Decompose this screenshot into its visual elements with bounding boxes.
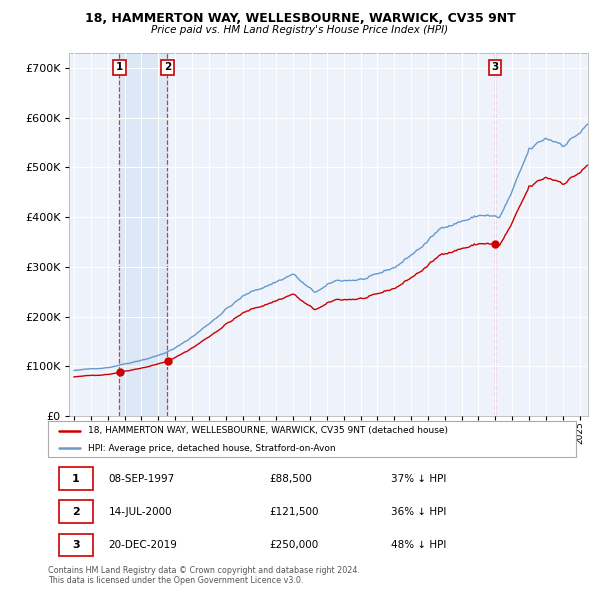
- FancyBboxPatch shape: [59, 467, 93, 490]
- Text: 2: 2: [72, 507, 80, 517]
- FancyBboxPatch shape: [48, 421, 576, 457]
- Text: £88,500: £88,500: [270, 474, 313, 484]
- Text: 36% ↓ HPI: 36% ↓ HPI: [391, 507, 446, 517]
- Text: 1: 1: [72, 474, 80, 484]
- Text: 37% ↓ HPI: 37% ↓ HPI: [391, 474, 446, 484]
- Bar: [119, 53, 167, 416]
- Text: This data is licensed under the Open Government Licence v3.0.: This data is licensed under the Open Gov…: [48, 576, 304, 585]
- Text: 2: 2: [164, 62, 171, 72]
- Text: Contains HM Land Registry data © Crown copyright and database right 2024.: Contains HM Land Registry data © Crown c…: [48, 566, 360, 575]
- Text: £121,500: £121,500: [270, 507, 319, 517]
- Text: 3: 3: [491, 62, 499, 72]
- FancyBboxPatch shape: [59, 533, 93, 556]
- FancyBboxPatch shape: [59, 500, 93, 523]
- Text: 18, HAMMERTON WAY, WELLESBOURNE, WARWICK, CV35 9NT (detached house): 18, HAMMERTON WAY, WELLESBOURNE, WARWICK…: [88, 427, 448, 435]
- Text: HPI: Average price, detached house, Stratford-on-Avon: HPI: Average price, detached house, Stra…: [88, 444, 335, 453]
- Text: Price paid vs. HM Land Registry's House Price Index (HPI): Price paid vs. HM Land Registry's House …: [151, 25, 449, 35]
- Text: 20-DEC-2019: 20-DEC-2019: [109, 540, 178, 550]
- Text: 08-SEP-1997: 08-SEP-1997: [109, 474, 175, 484]
- Text: £250,000: £250,000: [270, 540, 319, 550]
- Text: 48% ↓ HPI: 48% ↓ HPI: [391, 540, 446, 550]
- Text: 14-JUL-2000: 14-JUL-2000: [109, 507, 172, 517]
- Text: 3: 3: [72, 540, 80, 550]
- Text: 18, HAMMERTON WAY, WELLESBOURNE, WARWICK, CV35 9NT: 18, HAMMERTON WAY, WELLESBOURNE, WARWICK…: [85, 12, 515, 25]
- Text: 1: 1: [116, 62, 123, 72]
